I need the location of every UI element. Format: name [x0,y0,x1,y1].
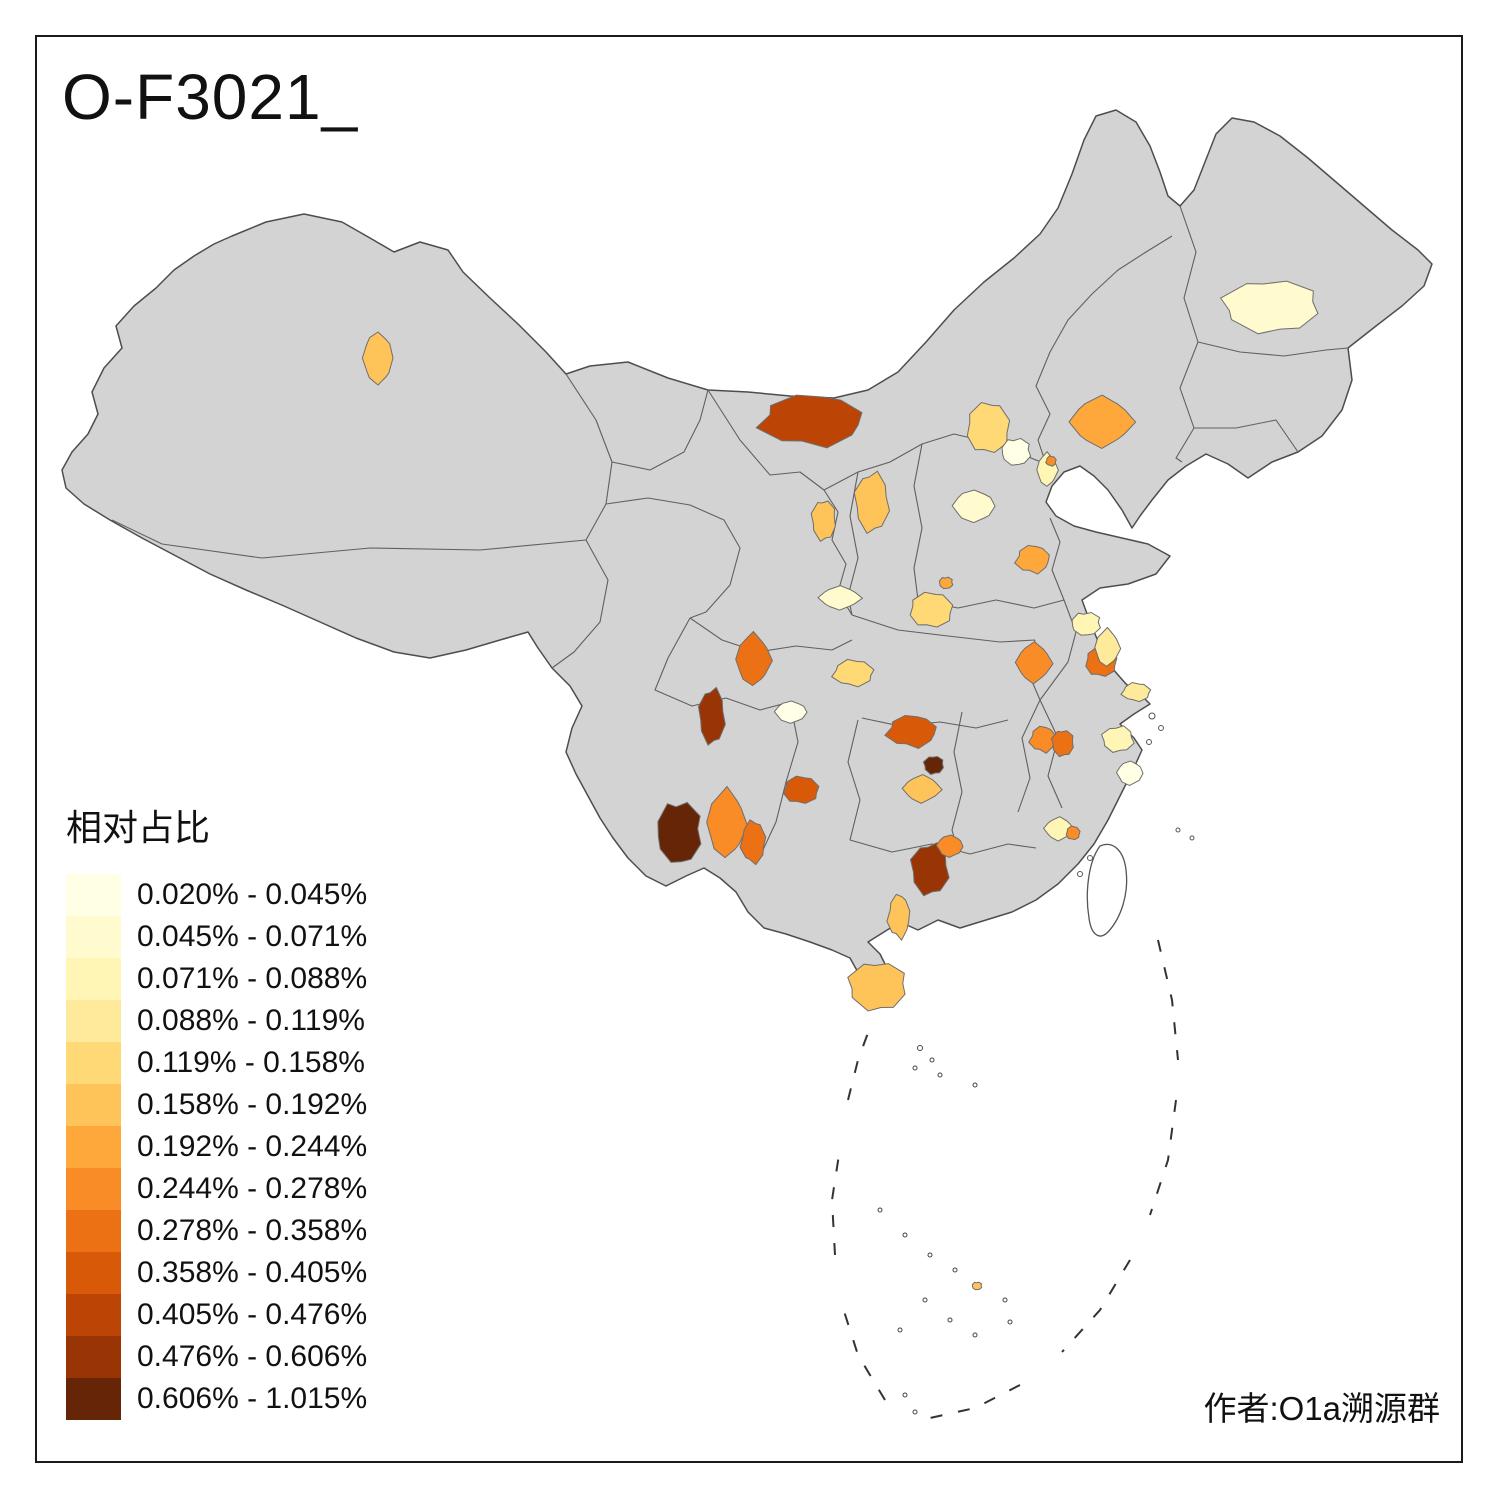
legend-row: 0.071% - 0.088% [66,958,367,1000]
legend-swatch [66,1042,121,1084]
map-region [853,470,891,535]
legend-label: 0.244% - 0.278% [137,1172,368,1205]
map-region [1050,730,1074,758]
legend-swatch [66,1252,121,1294]
legend-row: 0.405% - 0.476% [66,1294,367,1336]
legend-label: 0.045% - 0.071% [137,920,368,953]
legend-swatch [66,1210,121,1252]
map-region [938,576,954,590]
plot-border [35,35,1463,1463]
coastal-island-dots [1077,712,1195,877]
legend-swatch [66,1126,121,1168]
legend-row: 0.045% - 0.071% [66,916,367,958]
map-region [884,714,937,749]
map-region [783,775,820,804]
legend-swatch [66,1294,121,1336]
map-region [901,773,943,804]
legend-label: 0.278% - 0.358% [137,1214,368,1247]
map-region [909,842,950,897]
legend-row: 0.358% - 0.405% [66,1252,367,1294]
legend-row: 0.476% - 0.606% [66,1336,367,1378]
attribution-text: 作者:O1a溯源群 [1203,1390,1440,1427]
map-region [1219,280,1319,335]
map-region [755,394,863,449]
legend-row: 0.606% - 1.015% [66,1378,367,1420]
map-region [657,801,702,863]
legend-label: 0.358% - 0.405% [137,1256,368,1289]
map-region [922,755,944,776]
legend-row: 0.088% - 0.119% [66,1000,367,1042]
legend-swatch [66,1084,121,1126]
taiwan-island [1086,843,1128,937]
map-region [773,700,808,724]
map-region [810,500,836,542]
legend-label: 0.020% - 0.045% [137,878,368,911]
map-region [1094,626,1122,667]
legend-label: 0.405% - 0.476% [137,1298,368,1331]
legend-row: 0.192% - 0.244% [66,1126,367,1168]
map-region [909,591,954,628]
legend-swatch [66,958,121,1000]
legend-title: 相对占比 [66,807,211,848]
map-region [935,834,964,858]
mainland-outline [61,109,1433,995]
map-region [697,686,726,746]
map-region [735,630,773,687]
map-region [706,785,749,859]
legend-label: 0.606% - 1.015% [137,1382,368,1415]
legend-label: 0.192% - 0.244% [137,1130,368,1163]
legend-row: 0.020% - 0.045% [66,874,367,916]
map-region [1014,544,1050,575]
south-china-sea-dash-line [830,939,1179,1419]
legend-label: 0.158% - 0.192% [137,1088,368,1121]
map-region [966,401,1011,454]
legend-row: 0.278% - 0.358% [66,1210,367,1252]
colored-regions [361,280,1319,1291]
legend: 相对占比 0.020% - 0.045% 0.045% - 0.071% 0.071… [66,806,367,1420]
map-region [1045,455,1057,467]
legend-swatch [66,916,121,958]
legend-swatch [66,874,121,916]
map-region [1071,611,1101,636]
legend-row: 0.244% - 0.278% [66,1168,367,1210]
legend-label: 0.476% - 0.606% [137,1340,368,1373]
legend-swatch [66,1336,121,1378]
legend-rows: 0.020% - 0.045% 0.045% - 0.071% 0.071% - 0… [66,874,367,1420]
legend-label: 0.071% - 0.088% [137,962,368,995]
map-region [847,963,906,1012]
map-region [739,819,767,866]
map-region [1014,641,1054,685]
map-region [1100,725,1135,753]
chart-title: O-F3021_ [62,61,359,133]
map-region [886,893,911,942]
legend-label: 0.119% - 0.158% [137,1046,365,1079]
legend-row: 0.119% - 0.158% [66,1042,367,1084]
map-region [361,331,394,386]
map-region [951,489,996,524]
south-china-sea-island-dots [877,1045,1013,1415]
map-region [1065,825,1081,841]
map-region [1001,437,1032,466]
map-region [971,1281,983,1291]
legend-swatch [66,1378,121,1420]
map-region [1068,394,1137,449]
map-region [830,658,875,688]
legend-swatch [66,1168,121,1210]
map-region [1115,760,1144,787]
map-region [817,585,864,611]
legend-swatch [66,1000,121,1042]
legend-row: 0.158% - 0.192% [66,1084,367,1126]
legend-label: 0.088% - 0.119% [137,1004,365,1037]
map-region [1120,681,1152,703]
